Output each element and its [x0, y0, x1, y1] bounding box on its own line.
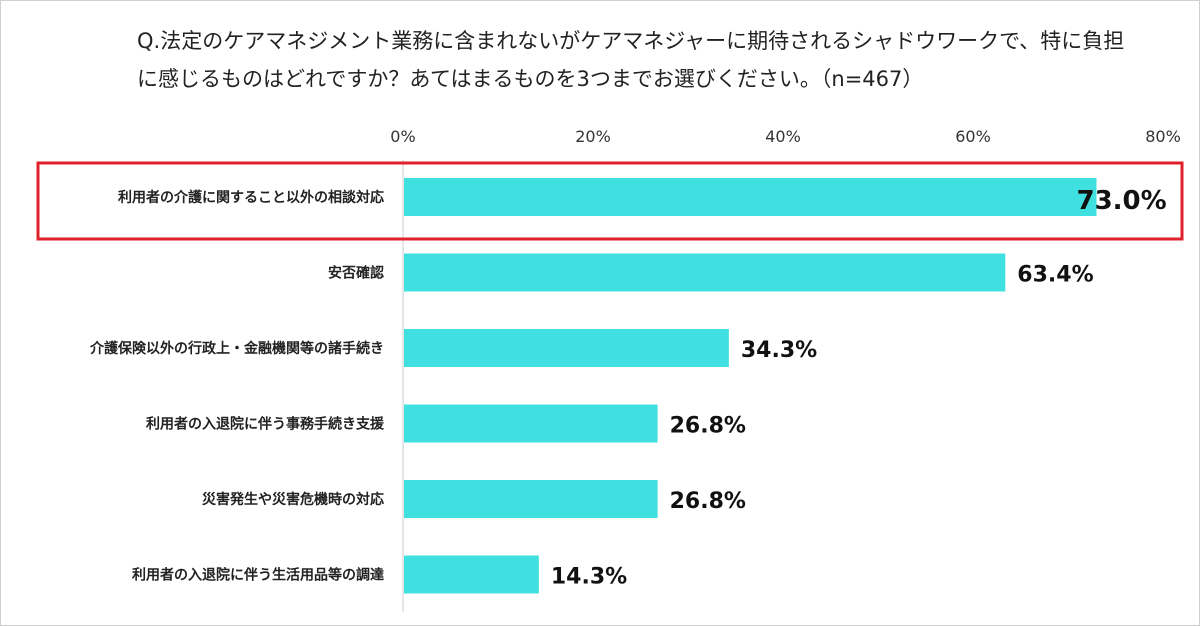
x-tick-label: 40%	[765, 127, 801, 146]
category-label: 介護保険以外の行政上・金融機関等の諸手続き	[89, 340, 384, 357]
x-tick-label: 80%	[1145, 127, 1181, 146]
bar	[404, 555, 539, 594]
category-label: 安否確認	[328, 265, 384, 282]
category-label: 利用者の介護に関すること以外の相談対応	[118, 189, 384, 206]
data-label: 34.3%	[741, 338, 817, 363]
data-label: 14.3%	[551, 565, 627, 590]
category-label: 利用者の入退院に伴う生活用品等の調達	[132, 567, 384, 584]
chart-title-line-2: に感じるものはどれですか？あてはまるものを3つまでお選びください。（n=467）	[137, 67, 924, 91]
chart-title: Q.法定のケアマネジメント業務に含まれないがケアマネジャーに期待されるシャドウワ…	[137, 22, 1125, 98]
data-label: 26.8%	[670, 414, 746, 439]
bar	[404, 480, 658, 518]
bar	[404, 329, 729, 367]
category-label: 利用者の入退院に伴う事務手続き支援	[146, 416, 385, 433]
data-label: 26.8%	[670, 489, 746, 514]
data-label: 63.4%	[1017, 263, 1093, 288]
bar	[404, 404, 658, 443]
chart-title-line-1: Q.法定のケアマネジメント業務に含まれないがケアマネジャーに期待されるシャドウワ…	[137, 29, 1125, 53]
x-tick-label: 20%	[575, 127, 611, 146]
data-label: 73.0%	[1077, 186, 1167, 216]
x-tick-label: 60%	[955, 127, 991, 146]
highlight-box	[36, 161, 1184, 241]
x-tick-label: 0%	[390, 127, 415, 146]
bar	[404, 178, 1097, 216]
bar	[404, 253, 1006, 292]
category-label: 災害発生や災害危機時の対応	[202, 491, 384, 508]
